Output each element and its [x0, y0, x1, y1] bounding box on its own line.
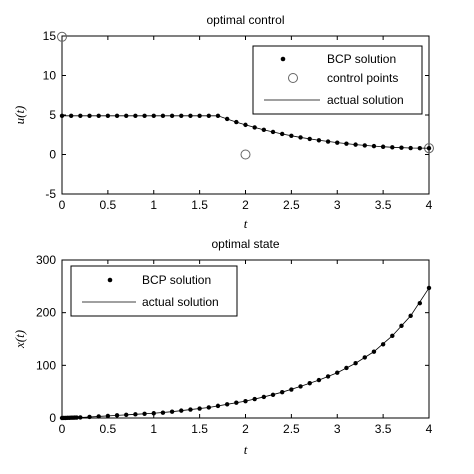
x-tick-label: 0 [59, 422, 66, 436]
y-tick-label: -5 [45, 187, 56, 201]
y-tick-label: 0 [49, 148, 56, 162]
x-tick-label: 3.5 [375, 198, 392, 212]
bcp-point [417, 300, 423, 306]
series-line-actual-solution [61, 287, 430, 419]
y-tick-label: 0 [49, 411, 56, 425]
legend-marker-control-points [288, 73, 298, 83]
y-tick-label: 15 [43, 29, 57, 43]
legend-label-bcp: BCP solution [142, 273, 211, 287]
chart-title: optimal state [211, 237, 279, 251]
legend: BCP solution control points actual solut… [252, 45, 423, 115]
y-tick-label: 300 [36, 253, 56, 267]
data-marks [59, 285, 432, 421]
y-axis-label: x(t) [12, 330, 27, 349]
chart-optimal-state: optimal state t x(t) 0 0.5 1 1.5 2 2.5 3 3.5 4 0 1… [12, 237, 433, 457]
legend-label-actual: actual solution [142, 295, 219, 309]
chart-optimal-control: optimal control t u(t) 0 0.5 1 1.5 2 2.5 3 3.5 4… [12, 13, 434, 231]
x-tick-label: 0.5 [100, 422, 117, 436]
legend-label-actual: actual solution [327, 93, 404, 107]
x-tick-label: 3 [334, 422, 341, 436]
x-tick-label: 2 [242, 422, 249, 436]
x-tick-label: 0 [59, 198, 66, 212]
chart-title: optimal control [206, 13, 284, 27]
legend-marker-bcp [280, 56, 286, 62]
legend: BCP solution actual solution [70, 265, 238, 317]
legend-marker-bcp [107, 277, 113, 283]
x-axis-label: t [244, 216, 248, 231]
legend-label-control-points: control points [327, 71, 398, 85]
x-axis-label: t [244, 442, 248, 457]
x-tick-label: 1.5 [191, 198, 208, 212]
x-tick-label: 3 [334, 198, 341, 212]
x-tick-label: 0.5 [100, 198, 117, 212]
x-tick-label: 4 [426, 198, 433, 212]
x-tick-label: 4 [426, 422, 433, 436]
axis-ticks: 0 0.5 1 1.5 2 2.5 3 3.5 4 0 100 200 300 [36, 253, 433, 436]
y-tick-label: 5 [49, 108, 56, 122]
x-tick-label: 2 [242, 198, 249, 212]
control-point [240, 149, 251, 160]
x-tick-label: 3.5 [375, 422, 392, 436]
legend-label-bcp: BCP solution [327, 52, 396, 66]
y-tick-label: 100 [36, 358, 56, 372]
x-tick-label: 1 [150, 198, 157, 212]
x-tick-label: 2.5 [283, 422, 300, 436]
y-axis-label: u(t) [12, 106, 27, 125]
series-line-actual-solution [62, 115, 430, 149]
y-tick-label: 10 [43, 69, 57, 83]
legend-box [252, 45, 423, 115]
control-point [57, 31, 67, 42]
x-tick-label: 1 [150, 422, 157, 436]
x-tick-label: 1.5 [191, 422, 208, 436]
data-marks [57, 31, 434, 160]
x-tick-label: 2.5 [283, 198, 300, 212]
legend-box [70, 265, 238, 317]
y-tick-label: 200 [36, 306, 56, 320]
